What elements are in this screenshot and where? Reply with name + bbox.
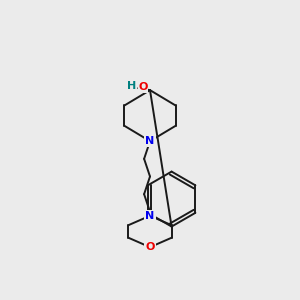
Text: O: O [138,82,148,92]
Text: O: O [145,242,155,252]
Text: N: N [146,211,154,221]
Text: N: N [146,136,154,146]
Text: H: H [127,81,136,91]
